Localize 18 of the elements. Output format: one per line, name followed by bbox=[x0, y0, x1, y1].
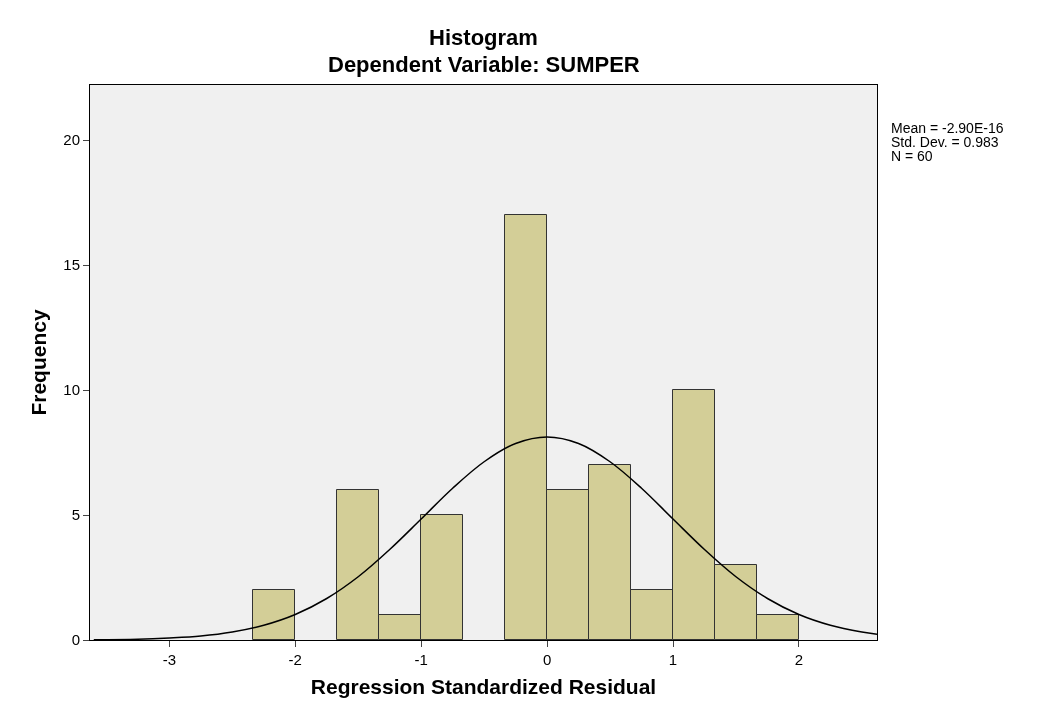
x-tick-label: -2 bbox=[288, 651, 302, 668]
x-tick-label: 1 bbox=[668, 651, 678, 668]
chart-subtitle: Dependent Variable: SUMPER bbox=[328, 52, 640, 77]
text: Std. Dev. = 0.983 bbox=[891, 134, 999, 150]
x-tick-label: -3 bbox=[162, 651, 176, 668]
x-tick-label: 0 bbox=[542, 651, 552, 668]
y-tick-label: 5 bbox=[71, 506, 80, 524]
text: Mean = -2.90E-16 bbox=[891, 120, 1004, 136]
y-axis-title: Frequency bbox=[27, 309, 51, 416]
y-tick-label: 0 bbox=[71, 631, 80, 649]
x-axis-title: Regression Standardized Residual bbox=[310, 675, 657, 699]
y-tick-label: 10 bbox=[63, 381, 80, 399]
y-tick-label: 15 bbox=[63, 256, 80, 274]
y-tick-label: 20 bbox=[63, 131, 80, 149]
x-tick-label: 2 bbox=[794, 651, 804, 668]
chart-title: Histogram bbox=[429, 25, 538, 51]
text: N = 60 bbox=[891, 148, 933, 164]
x-tick-label: -1 bbox=[414, 651, 428, 668]
